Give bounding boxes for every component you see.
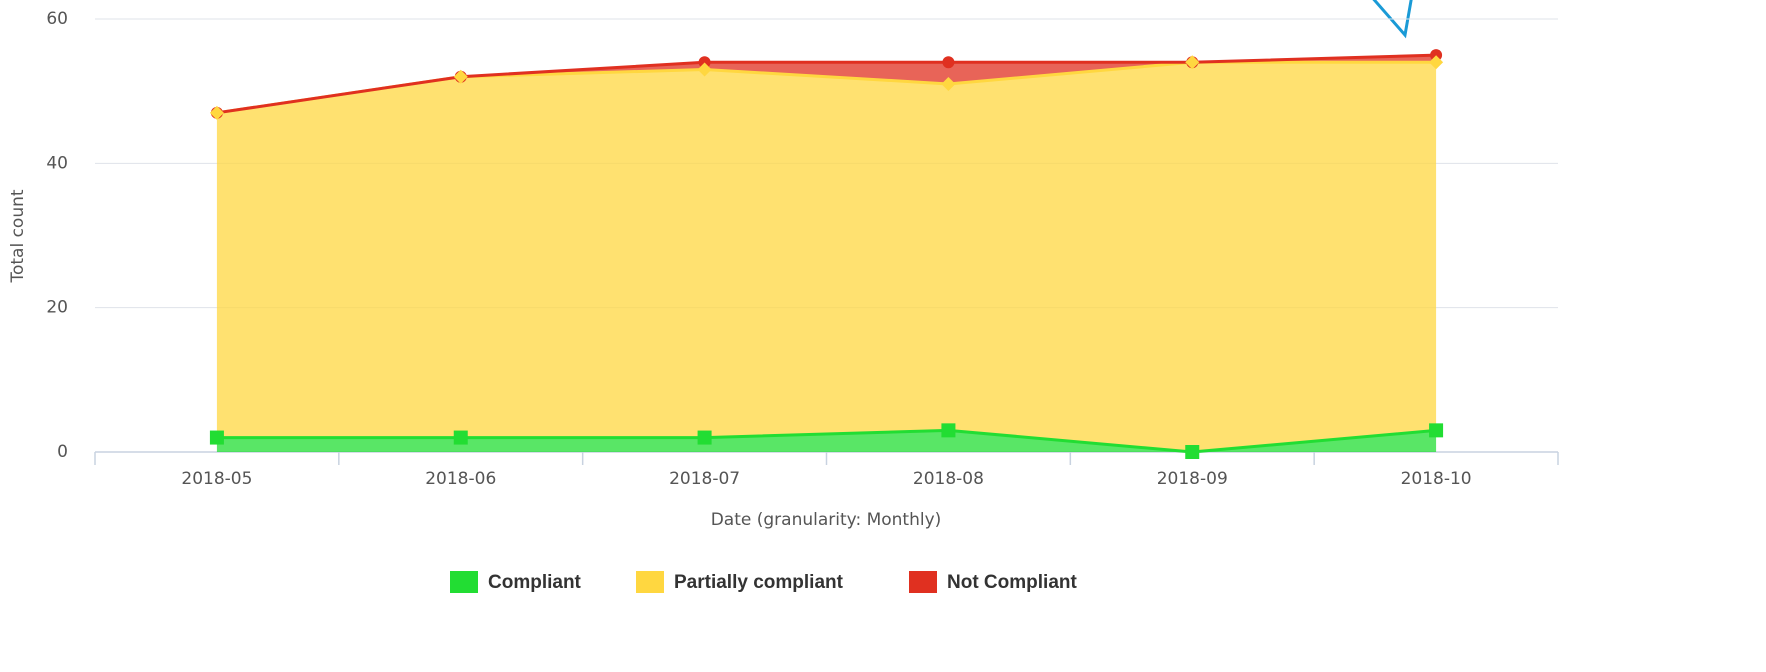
- legend-label: Compliant: [488, 572, 582, 593]
- marker: [1429, 55, 1444, 70]
- y-tick-label: 20: [46, 298, 68, 318]
- x-axis-title: Date (granularity: Monthly): [711, 510, 942, 530]
- legend-swatch: [909, 571, 937, 593]
- marker: [1185, 445, 1200, 459]
- x-tick-label: 2018-06: [425, 469, 496, 489]
- marker: [209, 105, 224, 120]
- marker: [697, 430, 712, 445]
- marker: [453, 430, 468, 445]
- area: [216, 430, 1437, 452]
- marker: [697, 62, 712, 77]
- x-tick-label: 2018-08: [913, 469, 984, 489]
- x-tick-label: 2018-09: [1157, 469, 1228, 489]
- marker: [941, 423, 956, 438]
- legend-swatch: [636, 571, 664, 593]
- area: [216, 62, 1437, 453]
- legend-swatch: [450, 571, 478, 593]
- marker: [1430, 49, 1443, 62]
- cursor-decoration: [1372, 0, 1413, 39]
- marker: [941, 76, 956, 91]
- y-tick-label: 60: [46, 9, 68, 29]
- x-tick-label: 2018-05: [181, 469, 252, 489]
- series-line: [216, 53, 1437, 115]
- marker: [942, 56, 955, 69]
- marker: [1185, 55, 1200, 70]
- y-axis-title: Total count: [8, 189, 28, 283]
- marker: [1429, 423, 1444, 438]
- series-line: [216, 428, 1437, 454]
- marker: [698, 56, 711, 69]
- legend-label: Partially compliant: [674, 572, 844, 593]
- x-tick-label: 2018-10: [1401, 469, 1472, 489]
- marker: [209, 430, 224, 445]
- legend-label: Not Compliant: [947, 572, 1077, 593]
- marker: [453, 69, 468, 84]
- y-tick-label: 40: [46, 153, 68, 173]
- y-tick-label: 0: [57, 442, 68, 462]
- x-tick-label: 2018-07: [669, 469, 740, 489]
